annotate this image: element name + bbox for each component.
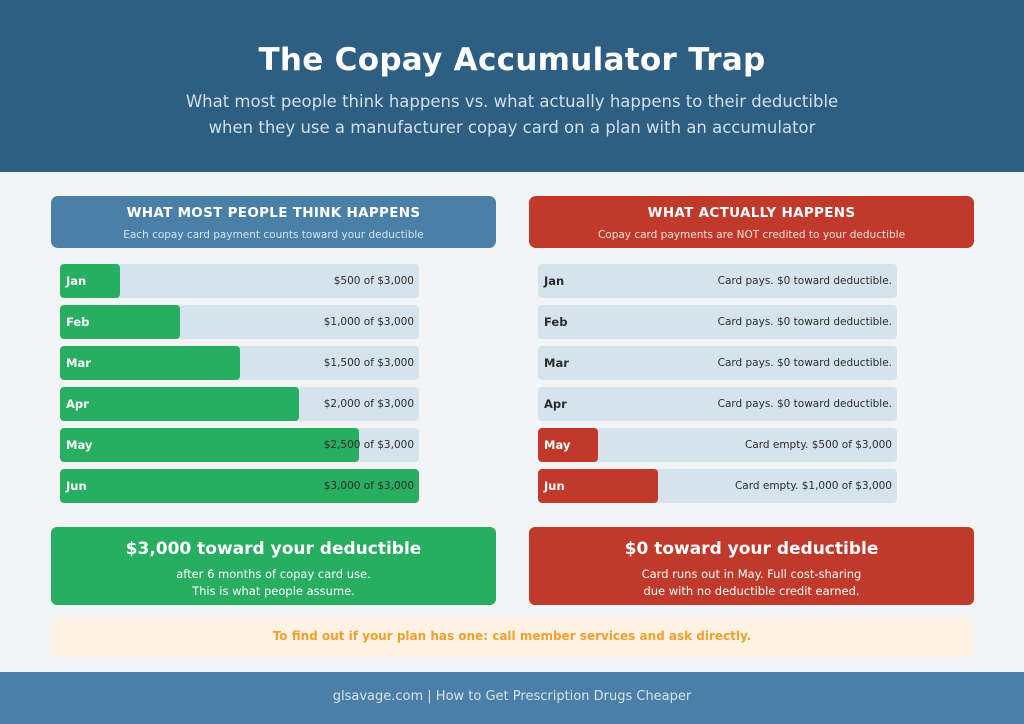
left-bar-fill xyxy=(60,428,360,462)
right-summary-box: $0 toward your deductible Card runs out … xyxy=(529,527,974,605)
left-panel-title: WHAT MOST PEOPLE THINK HAPPENS xyxy=(126,205,421,221)
month-label: Mar xyxy=(544,356,569,370)
page-title: The Copay Accumulator Trap xyxy=(258,42,766,78)
left-bar-row: May $2,500 of $3,000 xyxy=(60,428,419,462)
right-bar-row: Feb Card pays. $0 toward deductible. xyxy=(538,305,897,339)
left-bar-row: Mar $1,500 of $3,000 xyxy=(60,346,419,380)
left-bar-row: Feb $1,000 of $3,000 xyxy=(60,305,419,339)
right-bar-row: Jan Card pays. $0 toward deductible. xyxy=(538,264,897,298)
right-summary-line2: due with no deductible credit earned. xyxy=(643,584,860,598)
left-bar-fill xyxy=(60,469,419,503)
bar-value: Card empty. $500 of $3,000 xyxy=(744,439,892,451)
left-panel-header: WHAT MOST PEOPLE THINK HAPPENS Each copa… xyxy=(51,196,496,248)
tip-callout: To find out if your plan has one: call m… xyxy=(51,617,973,657)
month-label: Feb xyxy=(66,315,90,329)
bar-value: Card pays. $0 toward deductible. xyxy=(717,275,892,287)
bar-value: $500 of $3,000 xyxy=(333,275,414,287)
left-summary-line2: This is what people assume. xyxy=(192,584,355,598)
footer-text: glsavage.com | How to Get Prescription D… xyxy=(332,689,692,704)
page-footer: glsavage.com | How to Get Prescription D… xyxy=(0,672,1024,724)
month-label: Apr xyxy=(544,397,567,411)
left-bar-fill xyxy=(60,387,300,421)
bar-value: $3,000 of $3,000 xyxy=(323,480,414,492)
month-label: May xyxy=(66,438,93,452)
page-subtitle-line2: when they use a manufacturer copay card … xyxy=(208,118,816,137)
right-bar-row: May Card empty. $500 of $3,000 xyxy=(538,428,897,462)
bar-value: Card pays. $0 toward deductible. xyxy=(717,357,892,369)
left-summary-line1: after 6 months of copay card use. xyxy=(176,567,371,581)
month-label: Jun xyxy=(66,479,87,493)
left-summary-title: $3,000 toward your deductible xyxy=(125,539,422,559)
left-bar-row: Jan $500 of $3,000 xyxy=(60,264,419,298)
right-bar-row: Mar Card pays. $0 toward deductible. xyxy=(538,346,897,380)
right-panel-subtitle: Copay card payments are NOT credited to … xyxy=(597,229,906,241)
month-label: May xyxy=(544,438,571,452)
right-bar-fill xyxy=(538,469,658,503)
right-panel-header: WHAT ACTUALLY HAPPENS Copay card payment… xyxy=(529,196,974,248)
left-bar-row: Jun $3,000 of $3,000 xyxy=(60,469,419,503)
bar-value: $2,000 of $3,000 xyxy=(323,398,414,410)
bar-value: Card pays. $0 toward deductible. xyxy=(717,316,892,328)
month-label: Apr xyxy=(66,397,89,411)
bar-value: $1,000 of $3,000 xyxy=(323,316,414,328)
month-label: Feb xyxy=(544,315,568,329)
right-bar-row: Apr Card pays. $0 toward deductible. xyxy=(538,387,897,421)
left-bar-fill xyxy=(60,346,240,380)
month-label: Jan xyxy=(66,274,87,288)
bar-value: Card pays. $0 toward deductible. xyxy=(717,398,892,410)
month-label: Mar xyxy=(66,356,91,370)
month-label: Jan xyxy=(544,274,565,288)
left-bar-row: Apr $2,000 of $3,000 xyxy=(60,387,419,421)
left-bar-fill xyxy=(60,264,120,298)
left-bar-fill xyxy=(60,305,180,339)
right-bar-fill xyxy=(538,428,598,462)
left-summary-box: $3,000 toward your deductible after 6 mo… xyxy=(51,527,496,605)
right-summary-title: $0 toward your deductible xyxy=(624,539,879,559)
bar-value: $2,500 of $3,000 xyxy=(323,439,414,451)
page-header: The Copay Accumulator Trap What most peo… xyxy=(0,0,1024,172)
page-subtitle-line1: What most people think happens vs. what … xyxy=(185,92,839,111)
tip-text: To find out if your plan has one: call m… xyxy=(272,629,752,643)
month-label: Jun xyxy=(544,479,565,493)
left-panel-subtitle: Each copay card payment counts toward yo… xyxy=(123,229,424,241)
bar-value: Card empty. $1,000 of $3,000 xyxy=(734,480,892,492)
bar-value: $1,500 of $3,000 xyxy=(323,357,414,369)
right-summary-line1: Card runs out in May. Full cost-sharing xyxy=(641,567,862,581)
right-bar-row: Jun Card empty. $1,000 of $3,000 xyxy=(538,469,897,503)
right-panel-title: WHAT ACTUALLY HAPPENS xyxy=(647,205,856,221)
